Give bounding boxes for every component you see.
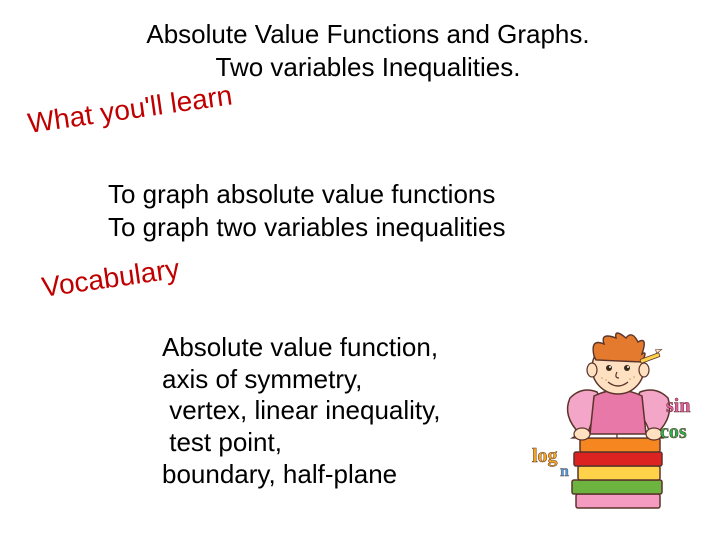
svg-text:cos: cos — [660, 421, 687, 443]
learn-item: To graph absolute value functions — [108, 178, 505, 211]
svg-text:log: log — [532, 445, 558, 467]
slide-title: Absolute Value Functions and Graphs. Two… — [88, 18, 648, 83]
learn-item: To graph two variables inequalities — [108, 211, 505, 244]
student-head-icon — [587, 333, 649, 394]
vocab-heading: Vocabulary — [40, 253, 182, 304]
svg-text:n: n — [560, 463, 569, 480]
learn-heading: What you'll learn — [26, 79, 235, 139]
learn-items: To graph absolute value functions To gra… — [108, 178, 505, 243]
title-line-2: Two variables Inequalities. — [88, 51, 648, 84]
book-stack-icon — [572, 438, 662, 508]
student-illustration: sin cos log n — [522, 326, 692, 516]
svg-text:sin: sin — [666, 395, 690, 417]
title-line-1: Absolute Value Functions and Graphs. — [88, 18, 648, 51]
student-body-icon — [568, 390, 670, 440]
vocab-text: Absolute value function, axis of symmetr… — [162, 332, 440, 491]
